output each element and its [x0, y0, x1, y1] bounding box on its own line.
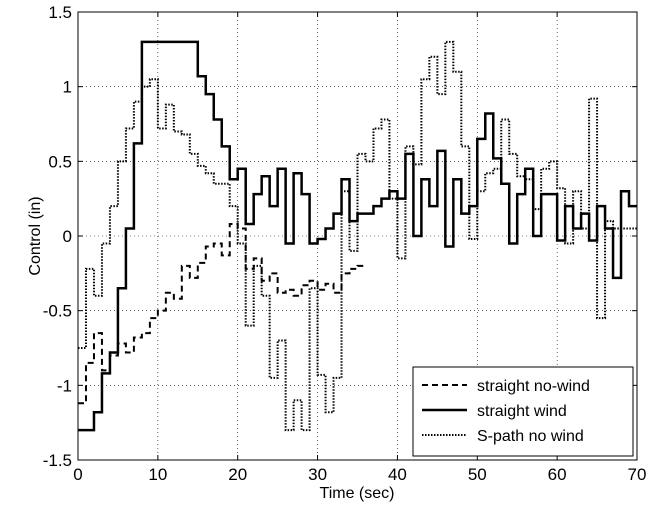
tick-labels: 0 10 20 30 40 50 60 70 -1.5 -1 -0.5 0 0.5 1 1.5: [43, 3, 647, 484]
y-tick-label: 0.5: [48, 152, 72, 171]
series-straight-wind: [78, 40, 637, 432]
y-axis-label: Control (in): [27, 196, 44, 275]
x-tick-label: 30: [308, 465, 327, 484]
x-tick-label: 60: [548, 465, 567, 484]
y-tick-label: 0: [63, 227, 72, 246]
legend-label-straight-wind: straight wind: [477, 403, 567, 420]
series-s-path-no-wind: [78, 40, 637, 432]
series-group: [78, 40, 637, 432]
series-straight-no-wind: [78, 223, 366, 405]
legend-label-s-path-no-wind: S-path no wind: [477, 428, 584, 445]
legend-label-straight-no-wind: straight no-wind: [477, 378, 590, 395]
legend: straight no-wind straight wind S-path no…: [412, 366, 634, 457]
y-tick-label: -1: [57, 376, 72, 395]
y-tick-label: 1: [63, 78, 72, 97]
legend-box: [412, 366, 634, 457]
x-tick-label: 70: [628, 465, 647, 484]
x-axis-label: Time (sec): [320, 485, 395, 502]
x-tick-label: 40: [388, 465, 407, 484]
y-tick-label: -0.5: [43, 302, 72, 321]
x-tick-label: 10: [148, 465, 167, 484]
x-tick-label: 0: [73, 465, 82, 484]
y-tick-label: -1.5: [43, 451, 72, 470]
x-tick-label: 50: [468, 465, 487, 484]
ticks: [77, 11, 638, 461]
x-tick-label: 20: [228, 465, 247, 484]
y-tick-label: 1.5: [48, 3, 72, 22]
